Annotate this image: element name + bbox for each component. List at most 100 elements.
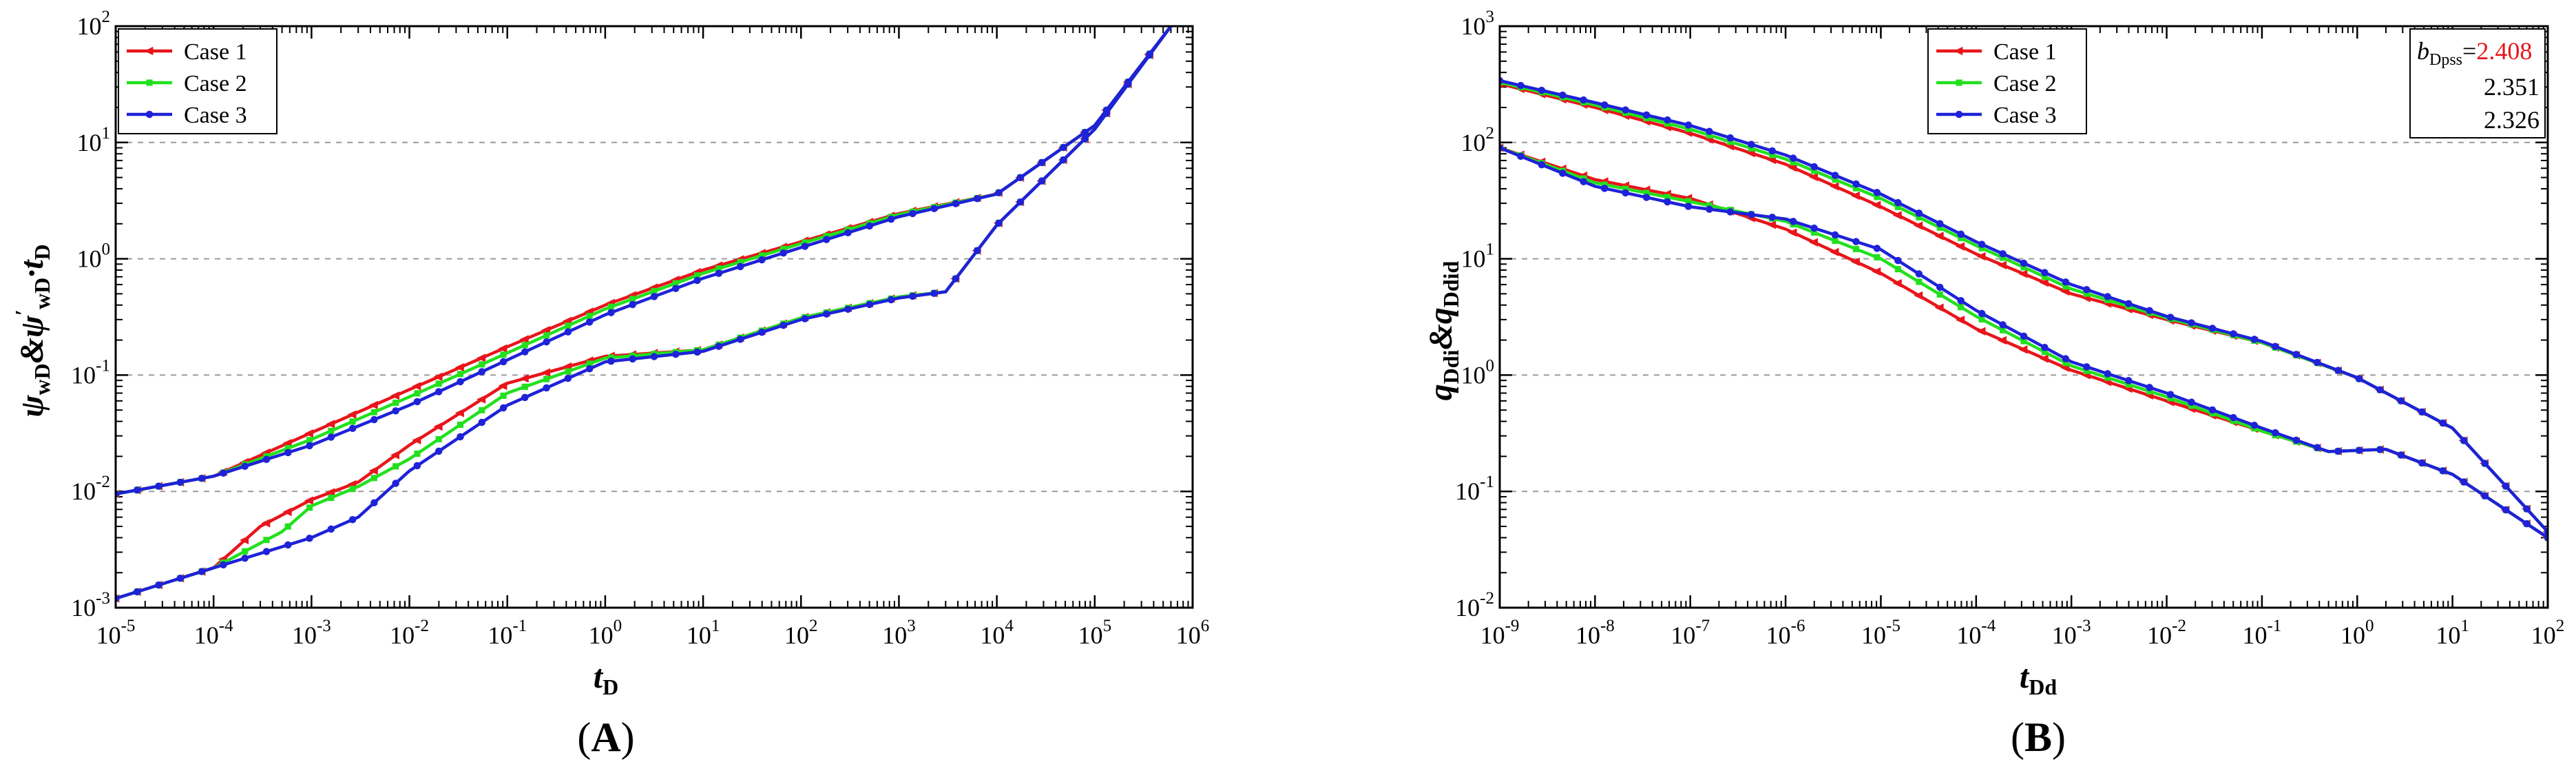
y-tick-label: 101	[1461, 240, 1495, 273]
data-point	[477, 353, 486, 362]
data-point	[2018, 269, 2028, 278]
x-tick-label: 103	[882, 617, 916, 649]
data-point	[2439, 467, 2447, 475]
data-point	[1790, 158, 1797, 166]
x-axis-label-a: tD	[594, 659, 618, 699]
legend: Case 1 Case 2 Case 3	[1927, 28, 2087, 134]
data-point	[2250, 336, 2259, 343]
data-point	[521, 348, 529, 356]
data-point	[995, 219, 1003, 227]
data-point	[586, 360, 593, 367]
data-point	[454, 409, 464, 418]
data-point	[457, 433, 464, 441]
data-point	[1726, 208, 1735, 216]
data-point	[693, 276, 701, 285]
data-point	[521, 383, 528, 390]
data-point	[370, 415, 378, 424]
data-point	[263, 537, 270, 544]
data-point	[1850, 191, 1860, 200]
data-point	[478, 368, 486, 375]
data-point	[2313, 444, 2321, 451]
x-tick-label: 10-1	[488, 617, 527, 649]
data-point	[327, 525, 335, 533]
data-point	[1642, 194, 1651, 201]
data-point	[1726, 134, 1735, 142]
x-tick-label: 10-2	[390, 617, 429, 649]
data-point	[242, 548, 249, 555]
data-point	[326, 420, 335, 429]
data-point	[2124, 300, 2133, 307]
data-point	[1538, 86, 1546, 94]
data-point	[2039, 354, 2049, 363]
data-point	[1081, 128, 1089, 136]
data-point	[2000, 254, 2007, 261]
x-tick-label: 102	[784, 617, 818, 649]
data-point	[758, 329, 766, 336]
data-point	[1811, 167, 1818, 174]
data-point	[2376, 446, 2384, 453]
data-point	[2397, 451, 2405, 459]
x-tick-label: 10-3	[2052, 617, 2091, 649]
data-point	[1559, 169, 1567, 177]
data-point	[1976, 327, 1986, 336]
data-point	[1789, 154, 1797, 162]
data-point	[1978, 316, 1985, 322]
data-point	[519, 374, 529, 383]
data-point	[2523, 505, 2531, 513]
data-point	[2018, 345, 2028, 354]
data-point	[499, 358, 507, 366]
data-point	[780, 245, 787, 252]
data-point	[2334, 367, 2342, 374]
y-tick-label: 10-2	[71, 473, 110, 505]
data-point	[1873, 189, 1881, 196]
data-point	[607, 309, 615, 316]
data-point	[2460, 437, 2468, 444]
data-point	[454, 363, 464, 372]
data-point	[146, 79, 153, 86]
data-point	[412, 435, 421, 445]
panel-a: 10-5 10-4 10-3 10-2 10-1 100 101 102 103 104 105 10…	[71, 8, 1209, 649]
x-tick-label: 10-9	[1480, 617, 1520, 649]
data-point	[284, 445, 291, 452]
data-point	[1643, 189, 1650, 196]
data-point	[822, 236, 830, 243]
data-point	[521, 342, 528, 349]
data-point	[1872, 200, 1881, 209]
data-point	[1852, 238, 1860, 245]
data-point	[1580, 96, 1588, 104]
data-point	[1016, 198, 1025, 206]
data-point	[2104, 293, 2112, 300]
data-point	[585, 365, 594, 373]
data-point	[1914, 221, 1923, 230]
x-tick-label: 10-5	[1861, 617, 1900, 649]
data-point	[1999, 321, 2007, 329]
data-point	[328, 494, 335, 502]
b-dpss-annotation: bDpss=2.408 2.351 2.326	[2409, 28, 2546, 138]
data-point	[390, 391, 400, 400]
data-point	[1999, 250, 2007, 258]
data-point	[1600, 185, 1609, 192]
x-tick-label: 10-2	[2147, 617, 2186, 649]
data-point	[390, 451, 400, 460]
legend-label: Case 2	[1993, 71, 2057, 96]
panel-label-a: (A)	[577, 714, 634, 760]
data-point	[1642, 111, 1651, 119]
y-tick-label: 10-2	[1455, 589, 1494, 621]
data-point	[479, 361, 485, 368]
data-point	[973, 247, 981, 254]
data-point	[348, 515, 357, 524]
data-point	[541, 368, 550, 377]
data-point	[1684, 203, 1693, 210]
data-point	[328, 427, 335, 434]
data-point	[1997, 260, 2007, 269]
data-point	[2020, 259, 2028, 267]
data-point	[2230, 413, 2237, 422]
data-point	[2020, 332, 2028, 340]
x-tick-label: 10-3	[292, 617, 331, 649]
data-point	[1976, 251, 1986, 261]
data-point	[2124, 377, 2133, 384]
data-point	[715, 265, 722, 272]
panel-b: 10-9 10-8 10-7 10-6 10-5 10-4 10-3 10-2 10-1 100 1…	[1455, 8, 2564, 649]
data-point	[1978, 240, 1986, 248]
series-2	[1500, 79, 2548, 541]
